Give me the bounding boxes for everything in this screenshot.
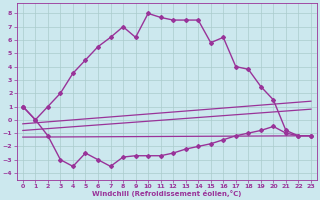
X-axis label: Windchill (Refroidissement éolien,°C): Windchill (Refroidissement éolien,°C)	[92, 190, 242, 197]
